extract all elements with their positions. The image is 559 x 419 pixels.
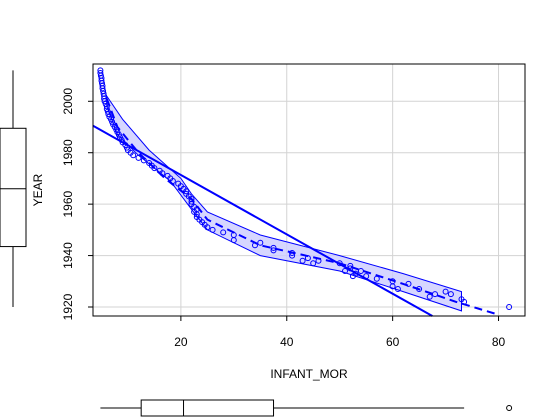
data-point: [136, 155, 141, 160]
y-tick-label: 1940: [61, 242, 75, 269]
y-axis: 1920 1940 1960 1980 2000: [61, 88, 93, 321]
y-tick-label: 1920: [61, 293, 75, 320]
x-box-outlier: [507, 406, 512, 411]
y-tick-label: 1980: [61, 139, 75, 166]
y-axis-title: YEAR: [31, 173, 45, 206]
x-axis-title: INFANT_MOR: [270, 367, 348, 381]
x-tick-label: 20: [174, 335, 188, 349]
x-axis: 20 40 60 80: [174, 316, 505, 349]
y-boxplot: [0, 70, 26, 307]
y-tick-label: 1960: [61, 190, 75, 217]
grid-lines: [93, 64, 525, 316]
smooth-fit-line: [107, 99, 499, 315]
plot-frame: [93, 64, 525, 316]
y-tick-label: 2000: [61, 88, 75, 115]
x-tick-label: 40: [280, 335, 294, 349]
y-box-iqr: [0, 128, 26, 246]
x-boxplot: [100, 400, 511, 416]
x-box-iqr: [141, 400, 273, 416]
regression-line: [93, 126, 432, 316]
x-tick-label: 80: [492, 335, 506, 349]
x-tick-label: 60: [386, 335, 400, 349]
confidence-band: [107, 96, 462, 311]
data-points: [98, 68, 512, 310]
